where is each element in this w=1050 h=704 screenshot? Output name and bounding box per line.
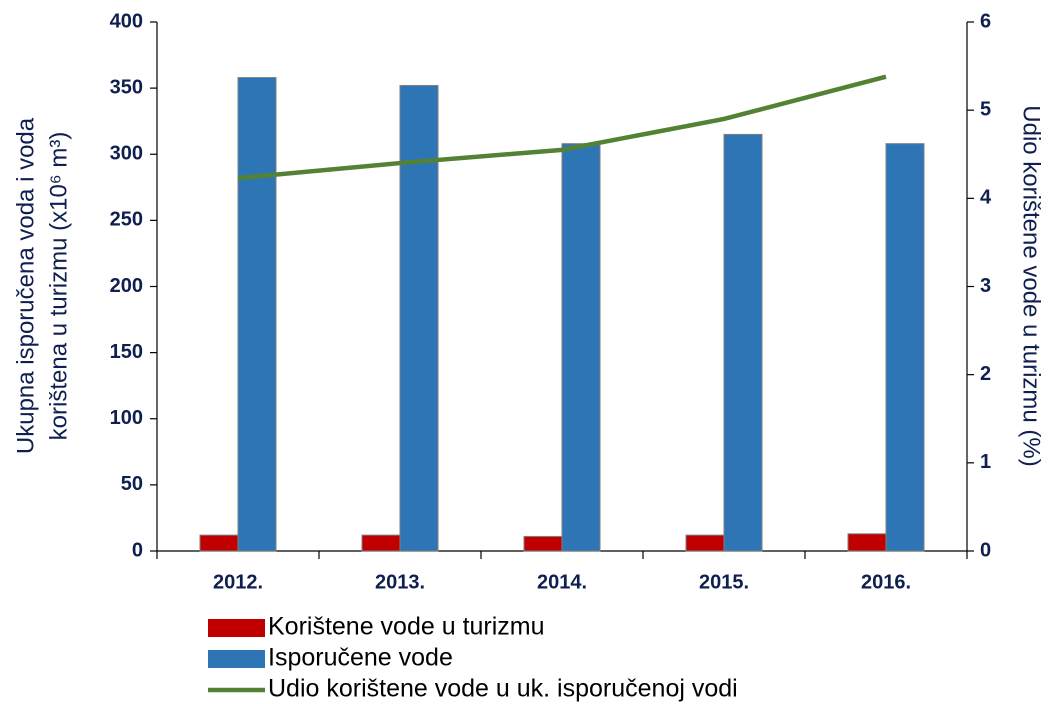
bar bbox=[561, 143, 601, 552]
bar bbox=[723, 133, 763, 552]
y2-tick-label: 0 bbox=[980, 539, 991, 561]
y2-tick-label: 5 bbox=[980, 98, 991, 120]
y2-tick-label: 2 bbox=[980, 363, 991, 385]
bar bbox=[361, 534, 401, 552]
bar bbox=[885, 143, 925, 552]
line bbox=[237, 74, 887, 181]
y2-tick-label: 1 bbox=[980, 451, 991, 473]
bar bbox=[399, 84, 439, 552]
x-tick-label: 2014. bbox=[537, 571, 587, 593]
y-tick-label: 350 bbox=[110, 76, 143, 98]
y2-tick-label: 4 bbox=[980, 187, 992, 209]
y2-tick-label: 3 bbox=[980, 275, 991, 297]
y2-tick-label: 6 bbox=[980, 10, 991, 32]
bar bbox=[199, 534, 239, 552]
y-tick-label: 50 bbox=[121, 473, 143, 495]
y-axis-label: Ukupna isporučena voda i voda bbox=[12, 117, 39, 454]
legend-label: Udio korištene vode u uk. isporučenoj vo… bbox=[268, 675, 738, 703]
x-tick-label: 2013. bbox=[375, 571, 425, 593]
y-tick-label: 200 bbox=[110, 275, 143, 297]
bar bbox=[237, 77, 277, 552]
bar bbox=[847, 533, 887, 552]
legend-swatch bbox=[208, 650, 265, 668]
legend-label: Korištene vode u turizmu bbox=[268, 613, 545, 641]
y-tick-label: 100 bbox=[110, 407, 143, 429]
bar bbox=[685, 534, 725, 552]
y-tick-label: 400 bbox=[110, 10, 143, 32]
y-tick-label: 150 bbox=[110, 341, 143, 363]
x-tick-label: 2015. bbox=[699, 571, 749, 593]
y-tick-label: 300 bbox=[110, 143, 143, 165]
x-tick-label: 2012. bbox=[213, 571, 263, 593]
y2-axis-label: Udio korištene vode u turizmu (%) bbox=[1018, 105, 1045, 466]
y-tick-label: 250 bbox=[110, 209, 143, 231]
y-tick-label: 0 bbox=[132, 539, 143, 561]
bar bbox=[523, 535, 563, 552]
legend-swatch bbox=[208, 619, 265, 637]
y-axis-label: korištena u turizmu (x10⁶ m³) bbox=[45, 132, 72, 441]
x-tick-label: 2016. bbox=[861, 571, 911, 593]
legend-label: Isporučene vode bbox=[268, 644, 453, 672]
